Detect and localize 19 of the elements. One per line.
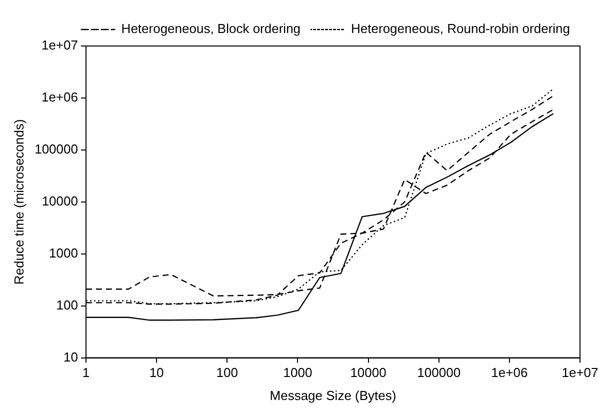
x-tick-label: 1 [82,365,90,380]
y-tick-label: 1e+06 [41,90,78,105]
x-axis-title: Message Size (Bytes) [270,388,396,403]
x-tick-label: 1e+06 [491,365,528,380]
x-tick-label: 1000 [283,365,312,380]
x-tick-label: 1e+07 [562,365,598,380]
legend-label: Heterogeneous, Block ordering [121,21,301,36]
y-tick-label: 100000 [34,142,78,157]
legend-label: Heterogeneous, Round-robin ordering [351,21,570,36]
x-tick-label: 100 [216,365,238,380]
x-tick-label: 10 [149,365,164,380]
y-tick-label: 100 [56,297,78,312]
y-tick-label: 1000 [49,245,78,260]
y-tick-label: 10000 [42,193,78,208]
x-tick-label: 100000 [417,365,461,380]
y-tick-label: 10 [64,349,78,364]
y-axis-title: Reduce time (microseconds) [11,119,26,285]
x-tick-label: 10000 [350,365,386,380]
y-tick-label: 1e+07 [41,38,78,53]
